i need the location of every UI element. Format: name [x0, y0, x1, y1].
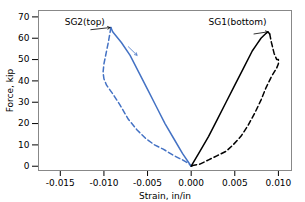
svg-text:50: 50	[18, 54, 30, 64]
svg-text:20: 20	[18, 118, 30, 128]
svg-text:Strain, in/in: Strain, in/in	[139, 191, 191, 201]
svg-text:SG2(top): SG2(top)	[65, 17, 105, 27]
svg-text:SG1(bottom): SG1(bottom)	[209, 17, 267, 27]
svg-text:0.005: 0.005	[222, 178, 248, 188]
svg-text:10: 10	[18, 140, 30, 150]
svg-text:60: 60	[18, 33, 30, 43]
svg-text:0: 0	[24, 161, 30, 171]
svg-text:0.000: 0.000	[178, 178, 204, 188]
svg-text:Force, kip: Force, kip	[5, 68, 15, 112]
svg-text:30: 30	[18, 97, 30, 107]
svg-text:-0.005: -0.005	[133, 178, 162, 188]
svg-text:-0.010: -0.010	[89, 178, 118, 188]
svg-text:0.010: 0.010	[266, 178, 292, 188]
svg-text:70: 70	[18, 12, 30, 22]
svg-text:40: 40	[18, 76, 30, 86]
svg-text:-0.015: -0.015	[46, 178, 75, 188]
